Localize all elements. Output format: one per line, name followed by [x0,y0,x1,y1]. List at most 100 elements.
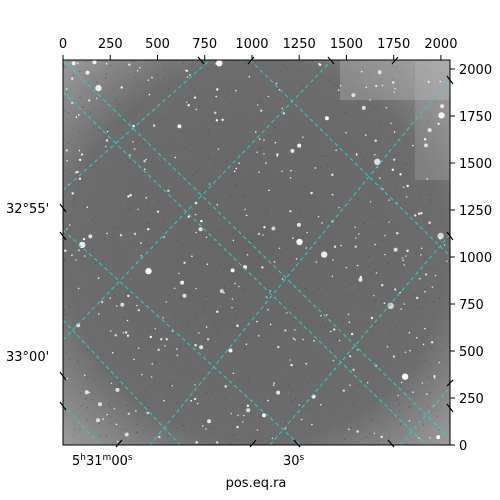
star [149,335,152,339]
noise-pixel [302,66,304,68]
ra-label-1-h-unit: h [80,453,86,463]
noise-pixel [129,192,131,194]
noise-pixel [162,420,164,422]
noise-pixel [324,111,326,113]
noise-pixel [187,192,189,193]
star [345,266,348,269]
noise-pixel [295,406,297,408]
star [321,222,323,224]
noise-pixel [75,341,77,343]
noise-pixel [242,72,244,74]
noise-pixel [73,198,74,200]
noise-pixel [93,166,95,168]
noise-pixel [122,132,124,134]
noise-pixel [226,161,227,163]
noise-pixel [90,211,92,213]
star [403,303,406,305]
noise-pixel [135,72,137,74]
noise-pixel [397,221,398,223]
star [306,231,309,234]
noise-pixel [362,428,364,430]
noise-pixel [417,94,419,96]
noise-pixel [240,192,242,194]
noise-pixel [195,364,197,366]
noise-pixel [270,218,272,219]
noise-pixel [142,430,144,431]
star [284,427,287,430]
noise-pixel [208,208,210,210]
noise-pixel [149,389,151,391]
noise-pixel [305,324,306,326]
noise-pixel [255,158,257,160]
noise-pixel [336,85,338,87]
noise-pixel [107,128,109,130]
noise-pixel [195,384,197,386]
noise-pixel [448,321,450,323]
star [112,351,114,354]
star [183,261,186,264]
star [412,144,414,147]
noise-pixel [114,199,116,201]
star [281,170,283,172]
noise-pixel [395,66,397,68]
star [390,122,392,125]
noise-pixel [369,164,371,166]
grid-line [249,60,450,257]
noise-pixel [183,207,185,209]
star [332,359,335,362]
noise-pixel [336,296,338,298]
noise-pixel [104,191,106,193]
noise-pixel [372,248,374,250]
noise-pixel [423,424,425,426]
noise-pixel [204,355,206,357]
star [69,224,71,226]
noise-pixel [160,396,162,397]
noise-pixel [394,372,396,374]
noise-pixel [70,172,72,174]
star [96,418,100,423]
star [77,287,80,290]
star [199,345,204,350]
noise-pixel [332,126,334,128]
top-tick-label: 0 [59,37,67,52]
noise-pixel [395,122,397,124]
noise-pixel [166,228,168,229]
star [416,337,418,339]
noise-pixel [207,413,209,415]
noise-pixel [439,381,441,383]
star [256,320,258,323]
top-tick-label: 2000 [424,37,457,52]
noise-pixel [303,255,305,257]
star [271,437,274,440]
noise-pixel [186,407,187,409]
right-tick-label: 1250 [459,204,492,219]
noise-pixel [216,271,218,273]
noise-pixel [330,392,332,393]
noise-pixel [107,157,108,159]
noise-pixel [385,226,387,228]
noise-pixel [241,87,243,88]
star [80,153,84,156]
noise-pixel [332,232,334,234]
noise-pixel [165,94,167,96]
noise-pixel [247,171,249,173]
noise-pixel [90,192,92,194]
noise-pixel [271,398,273,400]
noise-pixel [136,279,138,280]
star [385,106,388,109]
noise-pixel [294,398,296,400]
sky-background [63,60,450,445]
noise-pixel [367,256,369,258]
noise-pixel [297,61,299,63]
noise-pixel [260,102,262,104]
star [267,95,270,98]
noise-pixel [222,402,224,404]
noise-pixel [224,397,226,399]
noise-pixel [157,377,159,379]
noise-pixel [354,369,356,371]
noise-pixel [412,365,414,367]
noise-pixel [372,442,374,443]
star [386,346,389,348]
noise-pixel [405,390,407,392]
noise-pixel [338,211,340,213]
